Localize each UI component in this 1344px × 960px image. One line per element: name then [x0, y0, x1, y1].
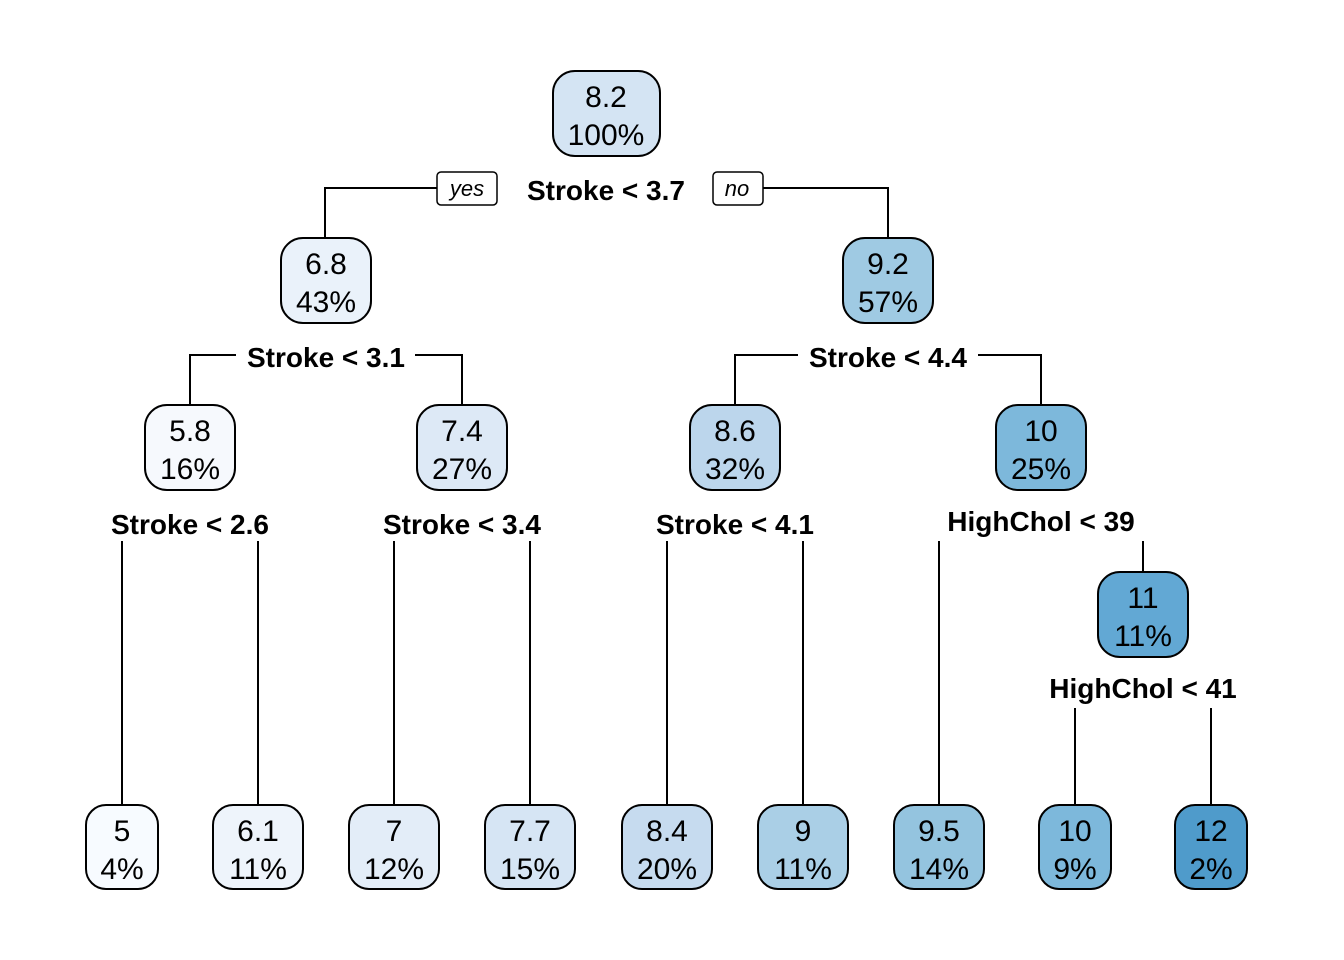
split-label-n6: Stroke < 4.1 — [656, 509, 814, 540]
node-percent: 100% — [568, 119, 645, 152]
node-box — [85, 804, 159, 890]
node-value: 8.6 — [714, 415, 756, 448]
tree-node: 7.4 27% — [416, 404, 508, 491]
node-box — [484, 804, 576, 890]
node-box — [212, 804, 304, 890]
node-percent: 11% — [229, 853, 287, 886]
node-box — [144, 404, 236, 491]
leaf-node: 9 11% — [757, 804, 849, 890]
node-box — [348, 804, 440, 890]
node-percent: 57% — [858, 286, 918, 319]
node-box — [280, 237, 372, 324]
edge-n2-right — [415, 354, 463, 405]
edge-n3-left — [734, 354, 798, 405]
split-label-n3: Stroke < 4.4 — [809, 342, 967, 373]
leaf-node: 10 9% — [1038, 804, 1112, 890]
node-percent: 16% — [160, 453, 220, 486]
split-label-n2: Stroke < 3.1 — [247, 342, 405, 373]
node-value: 11 — [1127, 582, 1158, 615]
node-percent: 2% — [1189, 853, 1232, 886]
node-box — [1174, 804, 1248, 890]
node-value: 12 — [1194, 815, 1227, 848]
no-tag-label: no — [725, 176, 749, 201]
tree-node: 8.6 32% — [689, 404, 781, 491]
node-percent: 27% — [432, 453, 492, 486]
node-percent: 43% — [296, 286, 356, 319]
node-value: 9.2 — [867, 248, 909, 281]
node-percent: 14% — [909, 853, 969, 886]
node-box — [621, 804, 713, 890]
split-label-n8: HighChol < 41 — [1049, 673, 1236, 704]
node-value: 8.4 — [646, 815, 688, 848]
node-value: 9.5 — [918, 815, 960, 848]
node-percent: 4% — [100, 853, 143, 886]
node-percent: 9% — [1053, 853, 1096, 886]
yes-tag-label: yes — [448, 176, 484, 201]
leaf-node: 7 12% — [348, 804, 440, 890]
leaf-node: 8.4 20% — [621, 804, 713, 890]
tree-node-root: 8.2 100% — [552, 70, 661, 157]
node-percent: 11% — [1114, 620, 1172, 653]
split-labels: Stroke < 3.7 Stroke < 3.1 Stroke < 4.4 S… — [111, 175, 1237, 704]
edge-n3-right — [978, 354, 1042, 405]
tree-node: 6.8 43% — [280, 237, 372, 324]
node-value: 6.8 — [305, 248, 347, 281]
tree-edges — [121, 187, 1212, 805]
no-tag: no — [712, 171, 764, 206]
node-percent: 32% — [705, 453, 765, 486]
node-percent: 25% — [1011, 453, 1071, 486]
node-percent: 12% — [364, 853, 424, 886]
node-percent: 15% — [500, 853, 560, 886]
node-box — [689, 404, 781, 491]
node-box — [1038, 804, 1112, 890]
tree-nodes: 8.2 100% 6.8 43% 9.2 57% 5.8 16% 7.4 27%… — [85, 70, 1248, 890]
node-value: 10 — [1058, 815, 1091, 848]
tree-node: 5.8 16% — [144, 404, 236, 491]
leaf-node: 9.5 14% — [893, 804, 985, 890]
split-label-n5: Stroke < 3.4 — [383, 509, 541, 540]
node-box — [893, 804, 985, 890]
node-value: 6.1 — [237, 815, 279, 848]
split-label-n7: HighChol < 39 — [947, 506, 1134, 537]
node-box — [1097, 571, 1189, 658]
edge-n2-left — [189, 354, 236, 405]
edge-root-left — [324, 187, 437, 238]
node-box — [995, 404, 1087, 491]
node-box — [842, 237, 934, 324]
yes-tag: yes — [436, 171, 498, 206]
node-value: 10 — [1024, 415, 1057, 448]
node-value: 8.2 — [585, 81, 627, 114]
split-label-root: Stroke < 3.7 — [527, 175, 685, 206]
leaf-node: 7.7 15% — [484, 804, 576, 890]
node-value: 7.4 — [441, 415, 483, 448]
node-percent: 20% — [637, 853, 697, 886]
edge-root-right — [762, 187, 889, 238]
node-box — [416, 404, 508, 491]
node-value: 7 — [386, 815, 403, 848]
node-value: 9 — [795, 815, 812, 848]
tree-node: 9.2 57% — [842, 237, 934, 324]
node-value: 7.7 — [509, 815, 551, 848]
node-value: 5.8 — [169, 415, 211, 448]
node-box — [552, 70, 661, 157]
split-label-n4: Stroke < 2.6 — [111, 509, 269, 540]
leaf-node: 6.1 11% — [212, 804, 304, 890]
node-value: 5 — [114, 815, 131, 848]
node-box — [757, 804, 849, 890]
node-percent: 11% — [774, 853, 832, 886]
tree-node: 11 11% — [1097, 571, 1189, 658]
leaf-node: 5 4% — [85, 804, 159, 890]
leaf-node: 12 2% — [1174, 804, 1248, 890]
tree-node: 10 25% — [995, 404, 1087, 491]
